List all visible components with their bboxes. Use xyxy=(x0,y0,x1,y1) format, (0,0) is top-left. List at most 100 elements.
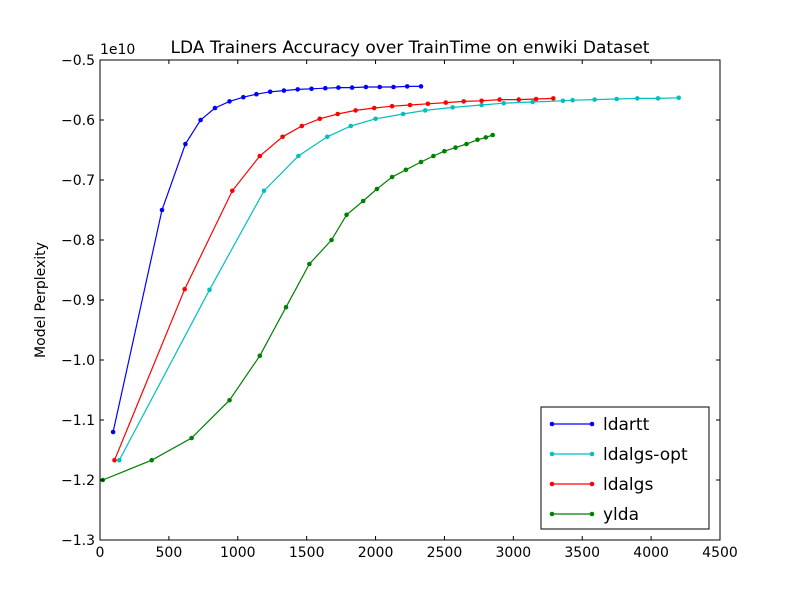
data-point xyxy=(149,457,154,463)
data-point xyxy=(461,99,467,104)
data-point xyxy=(189,435,194,441)
data-point xyxy=(516,97,522,102)
data-point xyxy=(353,108,358,113)
legend-item: ldalgs-opt xyxy=(549,445,688,465)
data-point xyxy=(407,102,413,108)
data-point xyxy=(280,134,285,140)
data-point xyxy=(360,198,366,204)
legend-label: ldalgs-opt xyxy=(603,445,688,465)
data-point xyxy=(295,87,301,92)
data-point xyxy=(329,237,334,243)
data-point xyxy=(418,159,424,165)
data-point xyxy=(431,153,436,159)
data-point xyxy=(533,96,539,102)
legend-frame xyxy=(540,406,710,530)
data-point xyxy=(475,137,480,143)
data-point xyxy=(257,153,263,159)
data-point xyxy=(377,84,383,90)
data-point xyxy=(335,111,341,117)
chart-title: LDA Trainers Accuracy over TrainTime on … xyxy=(171,38,650,58)
data-point xyxy=(241,94,246,100)
data-point xyxy=(374,186,380,192)
data-point xyxy=(299,123,305,129)
y-tick-label: −0.5 xyxy=(61,53,95,69)
data-point xyxy=(267,89,273,95)
data-point xyxy=(404,84,410,89)
data-point xyxy=(655,96,661,101)
series-ylda xyxy=(100,132,496,483)
data-point xyxy=(676,95,681,101)
y-tick-label: −1.2 xyxy=(61,473,95,489)
data-point xyxy=(479,98,484,104)
x-tick-label: 0 xyxy=(96,545,105,561)
data-point xyxy=(443,100,449,105)
data-point xyxy=(207,287,212,293)
series-layer xyxy=(100,84,681,483)
y-tick-label: −1.1 xyxy=(61,413,95,429)
data-point xyxy=(592,97,597,102)
data-point xyxy=(560,98,566,104)
data-point xyxy=(112,457,117,463)
data-point xyxy=(425,101,431,107)
data-point xyxy=(453,145,458,150)
data-point xyxy=(614,96,619,102)
legend-item: ylda xyxy=(549,505,639,525)
data-point xyxy=(371,105,377,111)
data-point xyxy=(373,116,378,122)
legend-swatch-marker xyxy=(589,421,595,427)
legend-swatch-marker xyxy=(549,451,555,457)
data-point xyxy=(418,84,424,89)
data-point xyxy=(403,167,409,173)
data-point xyxy=(323,85,328,91)
y-tick-label: −0.7 xyxy=(61,173,95,189)
data-point xyxy=(389,174,395,180)
legend-label: ldalgs xyxy=(603,475,653,495)
legend-swatch-marker xyxy=(549,481,555,487)
data-point xyxy=(281,88,287,93)
y-tick-label: −1.0 xyxy=(61,353,95,369)
data-point xyxy=(283,304,289,310)
legend-swatch-marker xyxy=(589,511,595,517)
data-point xyxy=(183,141,188,147)
series-ldalgs xyxy=(112,96,556,463)
data-point xyxy=(570,97,575,103)
data-point xyxy=(336,85,341,90)
y-tick-label: −1.3 xyxy=(61,533,95,549)
data-point xyxy=(479,102,484,108)
x-tick-label: 3500 xyxy=(564,545,600,561)
legend-swatch-marker xyxy=(589,481,595,487)
data-point xyxy=(261,188,267,194)
legend-label: ylda xyxy=(603,505,639,525)
series-line xyxy=(113,97,554,461)
x-tick-label: 4500 xyxy=(702,545,738,561)
x-tick-label: 2000 xyxy=(358,545,394,561)
data-point xyxy=(227,99,232,104)
data-point xyxy=(230,188,235,194)
data-point xyxy=(117,457,122,463)
data-point xyxy=(198,117,203,123)
data-point xyxy=(182,286,187,292)
x-tick-label: 1500 xyxy=(289,545,325,561)
x-tick-label: 3000 xyxy=(496,545,532,561)
legend-swatch-marker xyxy=(549,421,555,427)
y-axis-label: Model Perplexity xyxy=(33,242,49,358)
data-point xyxy=(422,108,428,113)
data-point xyxy=(212,105,218,111)
data-point xyxy=(317,116,323,122)
data-point xyxy=(464,141,469,147)
legend-swatch-marker xyxy=(549,511,555,517)
y-tick-label: −0.9 xyxy=(61,293,95,309)
data-point xyxy=(110,429,116,435)
y-tick-label: −0.6 xyxy=(61,113,95,129)
series-ldalgs-opt xyxy=(117,95,681,463)
data-point xyxy=(349,85,355,90)
data-point xyxy=(363,84,369,90)
x-tick-label: 4000 xyxy=(633,545,669,561)
data-point xyxy=(309,86,314,92)
data-point xyxy=(344,212,349,218)
data-point xyxy=(400,111,406,117)
y-offset-label: 1e10 xyxy=(100,42,135,58)
data-point xyxy=(501,100,507,106)
plot-frame xyxy=(99,59,721,541)
